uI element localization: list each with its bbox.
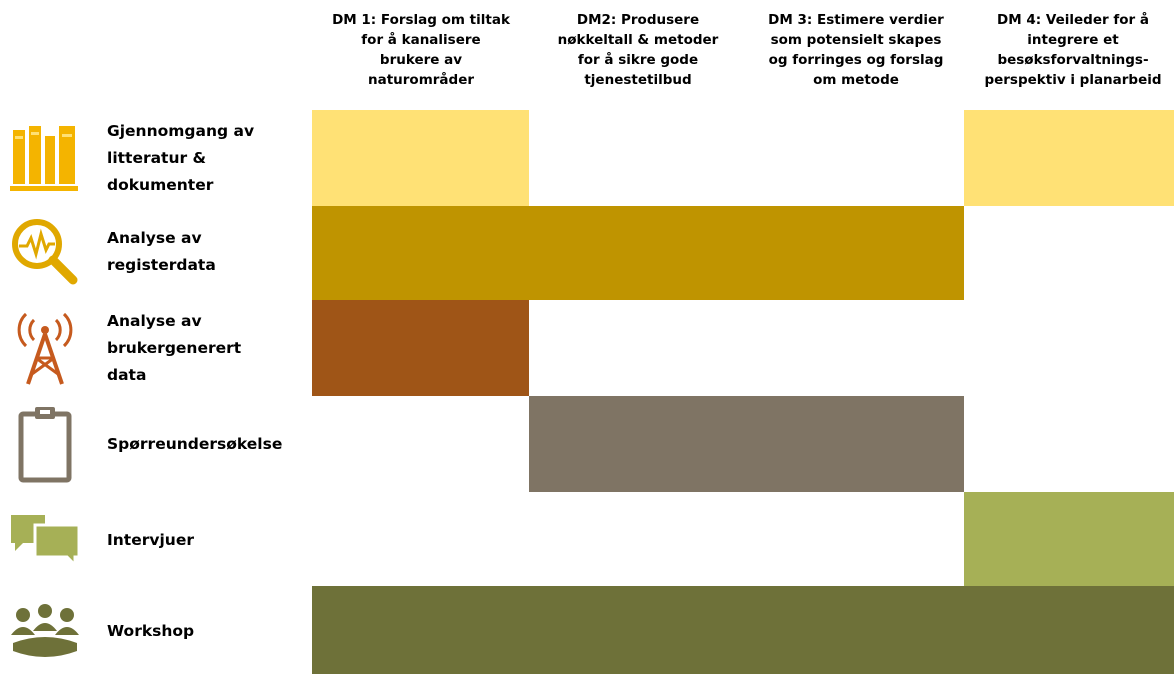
cell-workshop-dm1-dm4 xyxy=(312,586,1174,674)
column-header-dm4: DM 4: Veileder for å integrere et besøks… xyxy=(984,12,1162,88)
magnifier-pulse-icon xyxy=(8,212,82,292)
column-header-dm2: DM2: Produsere nøkkeltall & metoder for … xyxy=(557,12,719,88)
row-survey: Spørreundersøkelse xyxy=(0,396,1174,492)
column-header-dm1: DM 1: Forslag om tiltak for å kanalisere… xyxy=(332,12,510,88)
row-interviews: Intervjuer xyxy=(0,492,1174,586)
cell-user-generated-dm1 xyxy=(312,300,529,396)
row-label-survey: Spørreundersøkelse xyxy=(107,434,283,453)
cell-survey-dm2-dm3 xyxy=(529,396,964,492)
cell-literature-dm4 xyxy=(964,110,1174,206)
column-header-dm3: DM 3: Estimere verdier som potensielt sk… xyxy=(768,12,944,88)
row-label-user-generated: Analyse av brukergenerert data xyxy=(107,311,242,384)
clipboard-icon xyxy=(8,402,82,486)
row-user-generated: Analyse av brukergenerert data xyxy=(0,300,1174,396)
cell-literature-dm1 xyxy=(312,110,529,206)
antenna-tower-icon xyxy=(8,308,82,388)
row-label-literature: Gjennomgang av litteratur & dokumenter xyxy=(107,121,255,194)
people-meeting-icon xyxy=(8,592,82,670)
row-workshop: Workshop xyxy=(0,586,1174,674)
speech-bubbles-icon xyxy=(8,500,82,580)
cell-interviews-dm4 xyxy=(964,492,1174,586)
row-label-workshop: Workshop xyxy=(107,621,195,640)
row-literature: Gjennomgang av litteratur & dokumenter xyxy=(0,110,1174,206)
row-label-interviews: Intervjuer xyxy=(107,530,194,549)
cell-register-data-dm1-dm3 xyxy=(312,206,964,300)
row-label-register-data: Analyse av registerdata xyxy=(107,229,216,274)
row-register-data: Analyse av registerdata xyxy=(0,206,1174,300)
books-icon xyxy=(8,118,82,198)
